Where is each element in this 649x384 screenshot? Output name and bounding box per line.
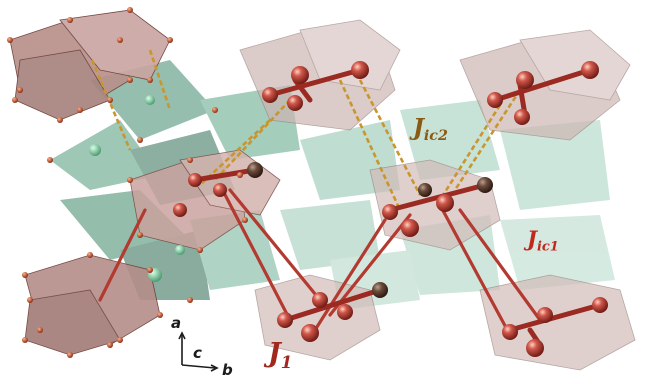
copper-atom — [277, 312, 293, 328]
octahedra-cluster-bottom-left — [24, 254, 161, 356]
copper-atom — [526, 339, 544, 357]
copper-atom — [312, 292, 328, 308]
label-j1-main: J — [268, 338, 281, 369]
copper-atom — [487, 92, 503, 108]
copper-atom — [436, 194, 454, 212]
copper-atom — [514, 109, 530, 125]
label-jic1: Jic1 — [527, 228, 559, 254]
label-j1-sub: 1 — [280, 351, 293, 372]
copper-atom — [537, 307, 553, 323]
octahedra-cluster-top-left — [9, 9, 171, 121]
green-tetrahedron — [500, 120, 610, 210]
green-tetrahedron — [280, 200, 380, 270]
label-jic1-sub: ic1 — [536, 239, 559, 255]
axis-label-c: c — [193, 344, 202, 362]
label-jic2-main: J — [413, 114, 424, 141]
copper-atom — [287, 95, 303, 111]
axis-label-b: b — [222, 361, 233, 379]
octahedra-cluster-bottom-middle — [254, 274, 381, 361]
copper-atom — [301, 324, 319, 342]
oxygen-atoms — [7, 7, 248, 358]
solid-bonds — [98, 183, 542, 337]
label-jic1-main: J — [527, 226, 537, 251]
axis-indicator — [178, 331, 219, 372]
copper-atom — [188, 173, 202, 187]
dashed-bonds — [90, 49, 522, 211]
copper-atom — [516, 71, 534, 89]
copper-atom — [382, 204, 398, 220]
green-tetrahedron — [500, 215, 615, 290]
copper-atom — [291, 66, 309, 84]
copper-atom — [262, 87, 278, 103]
label-j1: J1 — [268, 340, 292, 371]
octahedra-cluster-center-left — [129, 149, 281, 251]
dark-atoms — [247, 162, 493, 298]
copper-atom — [592, 297, 608, 313]
axis-label-a: a — [171, 314, 182, 332]
copper-atom — [337, 304, 353, 320]
copper-atom — [401, 219, 419, 237]
copper-atom — [351, 61, 369, 79]
copper-atom — [502, 324, 518, 340]
copper-atom — [173, 203, 187, 217]
label-jic2-sub: ic2 — [423, 127, 448, 144]
copper-atom — [213, 183, 227, 197]
dimer-rods — [192, 67, 603, 348]
label-jic2: Jic2 — [413, 116, 448, 143]
copper-atom — [581, 61, 599, 79]
green-tetrahedron — [50, 120, 160, 190]
copper-atoms — [173, 61, 608, 357]
